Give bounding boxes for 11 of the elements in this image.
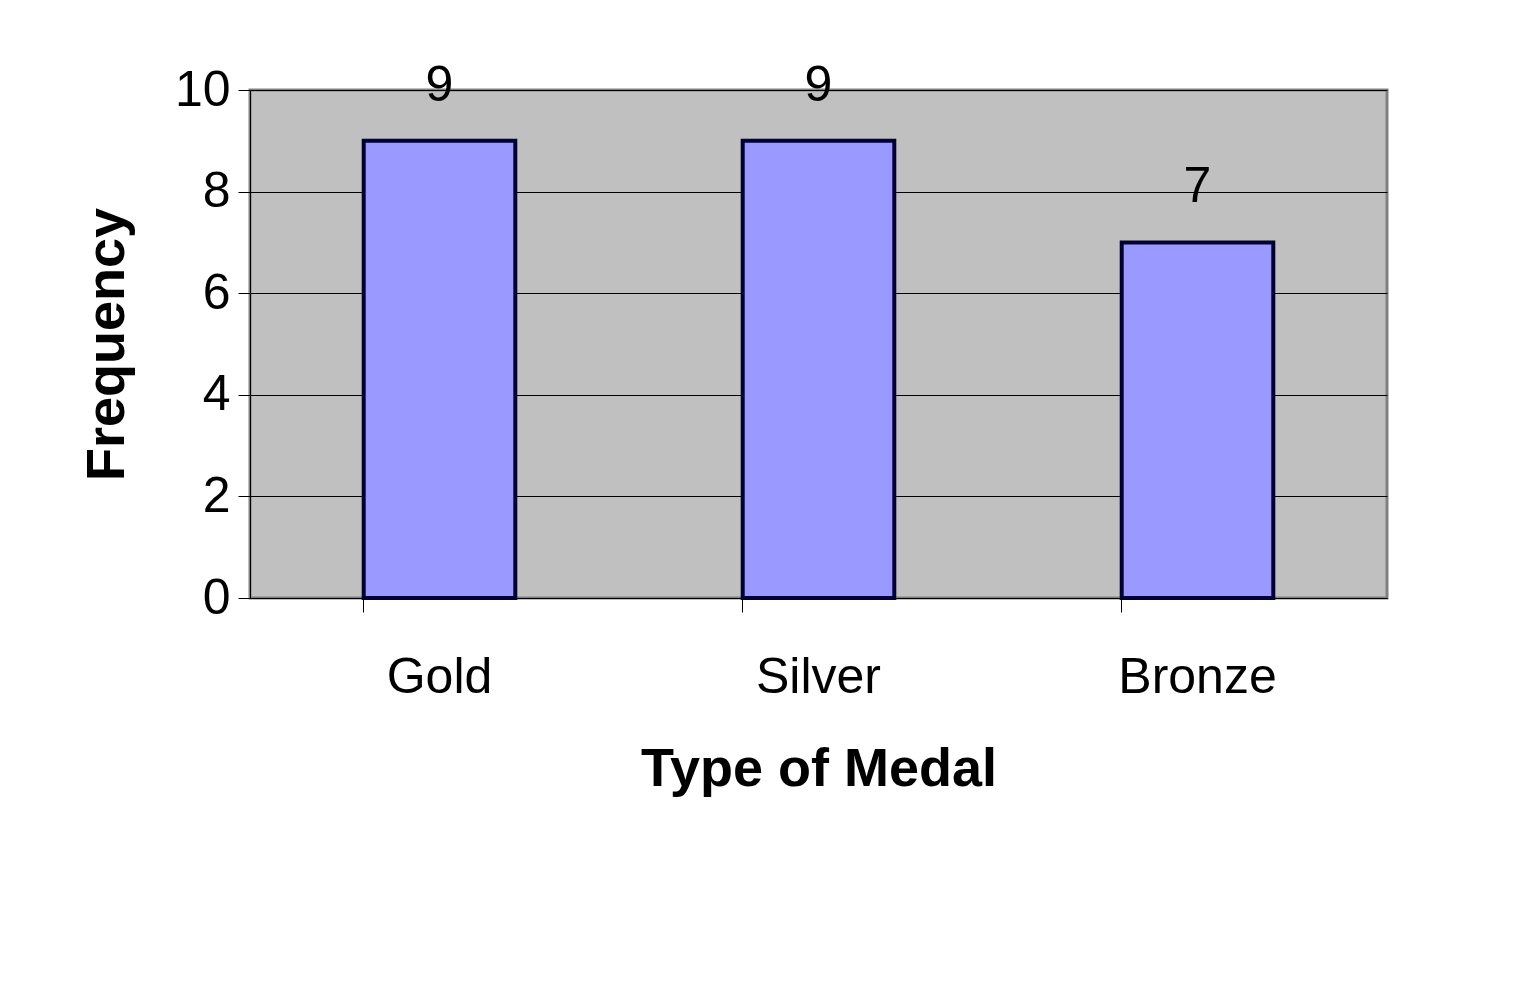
y-tick-label: 2 bbox=[202, 466, 231, 523]
y-tick-label: 8 bbox=[202, 162, 231, 219]
x-tick-label: Silver bbox=[755, 647, 882, 704]
x-tick-label: Bronze bbox=[1118, 647, 1277, 704]
y-tick-label: 4 bbox=[202, 365, 231, 422]
y-tick-label: 0 bbox=[202, 568, 231, 625]
x-tick-label: Gold bbox=[386, 647, 493, 704]
x-axis-title: Type of Medal bbox=[640, 736, 998, 797]
y-tick-label: 10 bbox=[174, 60, 231, 117]
y-axis-title: Frequency bbox=[74, 207, 135, 482]
y-tick-label: 6 bbox=[202, 263, 231, 320]
